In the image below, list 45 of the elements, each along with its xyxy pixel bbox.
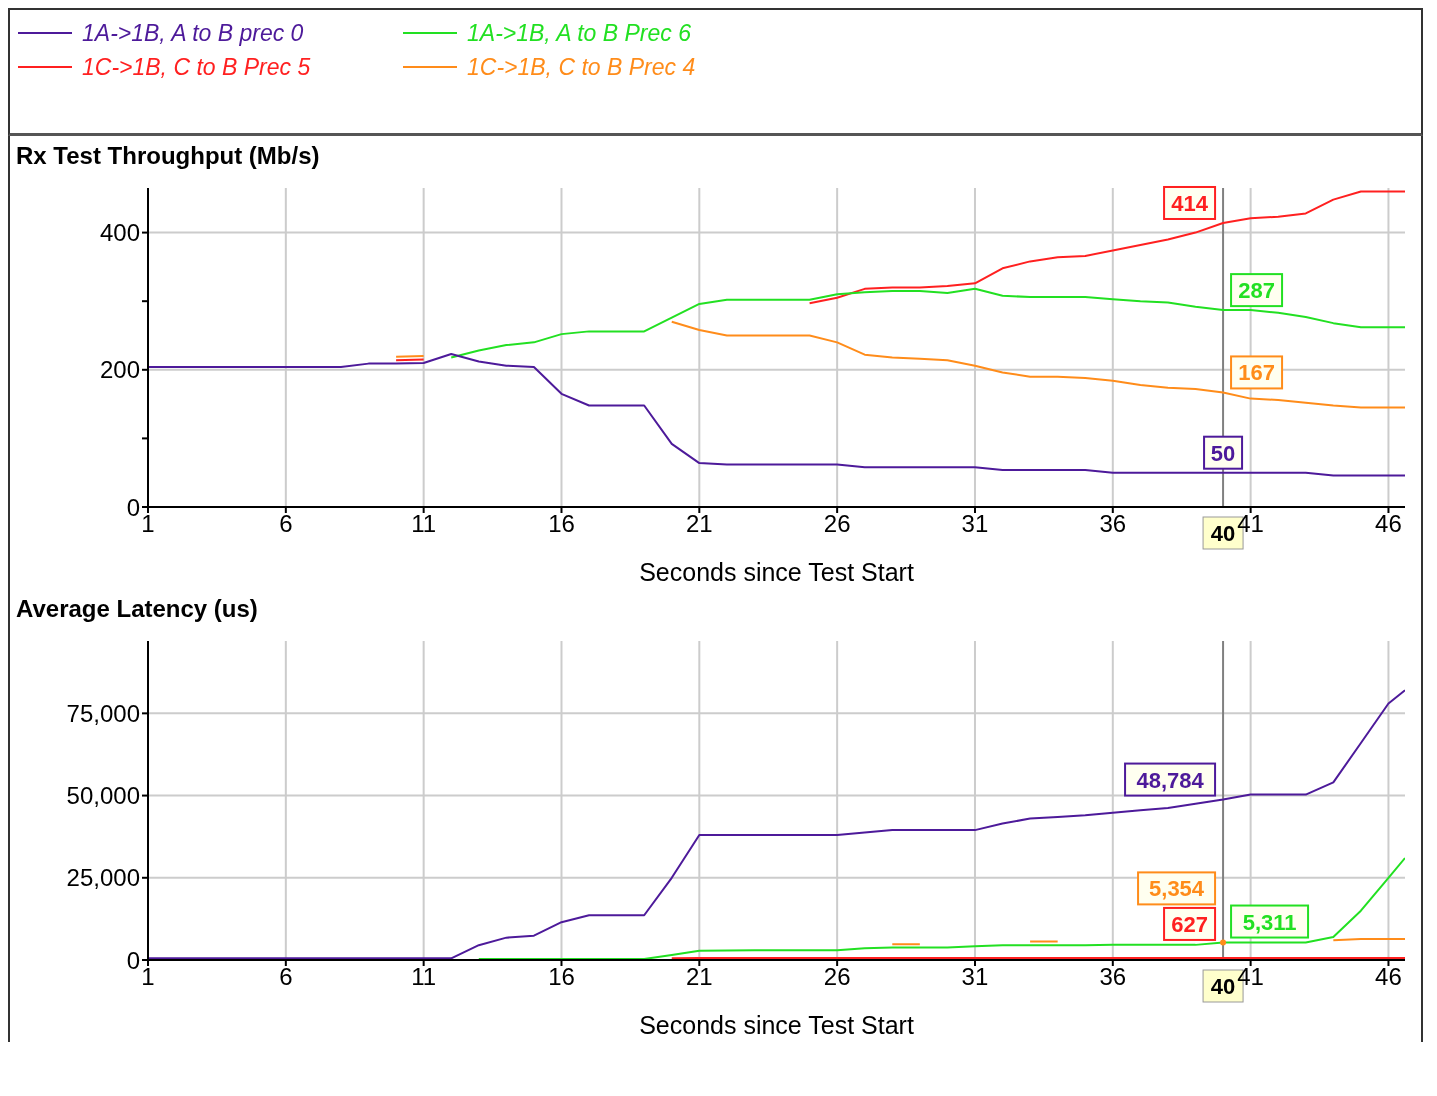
x-tick-label: 1 bbox=[141, 510, 155, 538]
x-tick-label: 26 bbox=[823, 963, 851, 991]
x-tick-label: 26 bbox=[823, 510, 851, 538]
ref-line-label: 40 bbox=[1210, 974, 1236, 999]
x-tick-label: 11 bbox=[411, 510, 437, 538]
x-tick-label: 6 bbox=[279, 510, 293, 538]
x-tick-label: 21 bbox=[685, 510, 713, 538]
data-label: 50 bbox=[1210, 440, 1236, 466]
legend-label: 1C->1B, C to B Prec 4 bbox=[467, 53, 696, 81]
data-label: 287 bbox=[1238, 278, 1275, 304]
y-tick-label: 0 bbox=[126, 493, 140, 521]
y-tick-label: 50,000 bbox=[66, 782, 140, 810]
x-tick-label: 16 bbox=[548, 510, 575, 538]
legend-label: 1C->1B, C to B Prec 5 bbox=[82, 53, 311, 81]
x-tick-label: 41 bbox=[1237, 510, 1264, 538]
x-tick-label: 31 bbox=[961, 510, 989, 538]
data-label: 48,784 bbox=[1136, 767, 1205, 793]
data-label: 5,311 bbox=[1242, 909, 1297, 935]
x-tick-label: 41 bbox=[1237, 963, 1264, 991]
y-tick-label: 400 bbox=[99, 219, 140, 247]
legend-label: 1A->1B, A to B prec 0 bbox=[82, 19, 304, 47]
legend-label: 1A->1B, A to B Prec 6 bbox=[467, 19, 691, 47]
chart-title: Rx Test Throughput (Mb/s) bbox=[15, 142, 321, 171]
x-tick-label: 31 bbox=[961, 963, 989, 991]
x-tick-label: 16 bbox=[548, 963, 575, 991]
y-tick-label: 25,000 bbox=[66, 864, 140, 892]
x-tick-label: 1 bbox=[141, 963, 155, 991]
y-tick-label: 200 bbox=[99, 356, 140, 384]
y-tick-label: 0 bbox=[126, 946, 140, 974]
data-label: 627 bbox=[1171, 911, 1208, 937]
x-tick-label: 36 bbox=[1099, 963, 1127, 991]
x-axis-title: Seconds since Test Start bbox=[639, 1011, 914, 1039]
chart-title: Average Latency (us) bbox=[15, 595, 259, 624]
y-tick-label: 75,000 bbox=[66, 699, 140, 727]
ref-line-label: 40 bbox=[1210, 521, 1236, 546]
x-tick-label: 21 bbox=[685, 963, 713, 991]
x-tick-label: 36 bbox=[1099, 510, 1127, 538]
data-label: 167 bbox=[1238, 360, 1275, 386]
x-tick-label: 46 bbox=[1375, 963, 1402, 991]
x-tick-label: 46 bbox=[1375, 510, 1402, 538]
data-label: 414 bbox=[1171, 190, 1209, 216]
data-label: 5,354 bbox=[1149, 876, 1205, 902]
x-axis-title: Seconds since Test Start bbox=[639, 558, 914, 586]
x-tick-label: 11 bbox=[411, 963, 437, 991]
x-tick-label: 6 bbox=[279, 963, 293, 991]
